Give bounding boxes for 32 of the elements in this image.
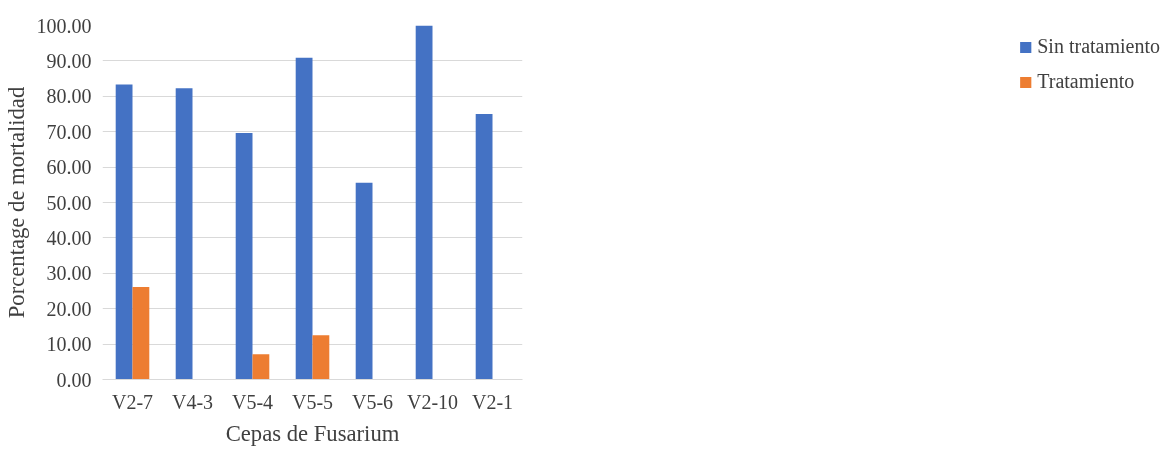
bar [175,88,193,380]
bar [132,287,150,380]
bar [235,133,253,380]
legend-label: Tratamiento [1037,70,1135,93]
bar [295,57,313,380]
y-tick-label: 10.00 [46,333,92,356]
x-tick-label: V2-7 [111,390,154,413]
bar [355,182,373,380]
y-tick-label: 30.00 [46,262,92,285]
y-tick-label: 100.00 [36,14,92,37]
x-tick-label: V5-4 [231,390,274,413]
y-tick-label: 0.00 [56,368,92,391]
x-tick-label: V5-5 [291,390,334,413]
y-tick-label: 20.00 [46,297,92,320]
y-tick-label: 90.00 [46,49,92,72]
x-tick-label: V2-1 [471,390,514,413]
x-tick-label: V2-10 [406,390,459,413]
legend-label: Sin tratamiento [1037,35,1160,58]
y-tick-label: 60.00 [46,156,92,179]
y-tick-label: 50.00 [46,191,92,214]
bar [115,84,133,380]
bar [312,335,330,380]
bar [475,114,493,380]
y-axis-title: Porcentage de mortalidad [3,86,29,319]
y-tick-label: 80.00 [46,85,92,108]
x-tick-label: V4-3 [171,390,214,413]
x-tick-label: V5-6 [351,390,394,413]
x-axis-title: Cepas de Fusarium [225,420,400,446]
y-tick-label: 40.00 [46,226,92,249]
bar [415,25,433,380]
bar [252,354,270,380]
y-tick-label: 70.00 [46,120,92,143]
